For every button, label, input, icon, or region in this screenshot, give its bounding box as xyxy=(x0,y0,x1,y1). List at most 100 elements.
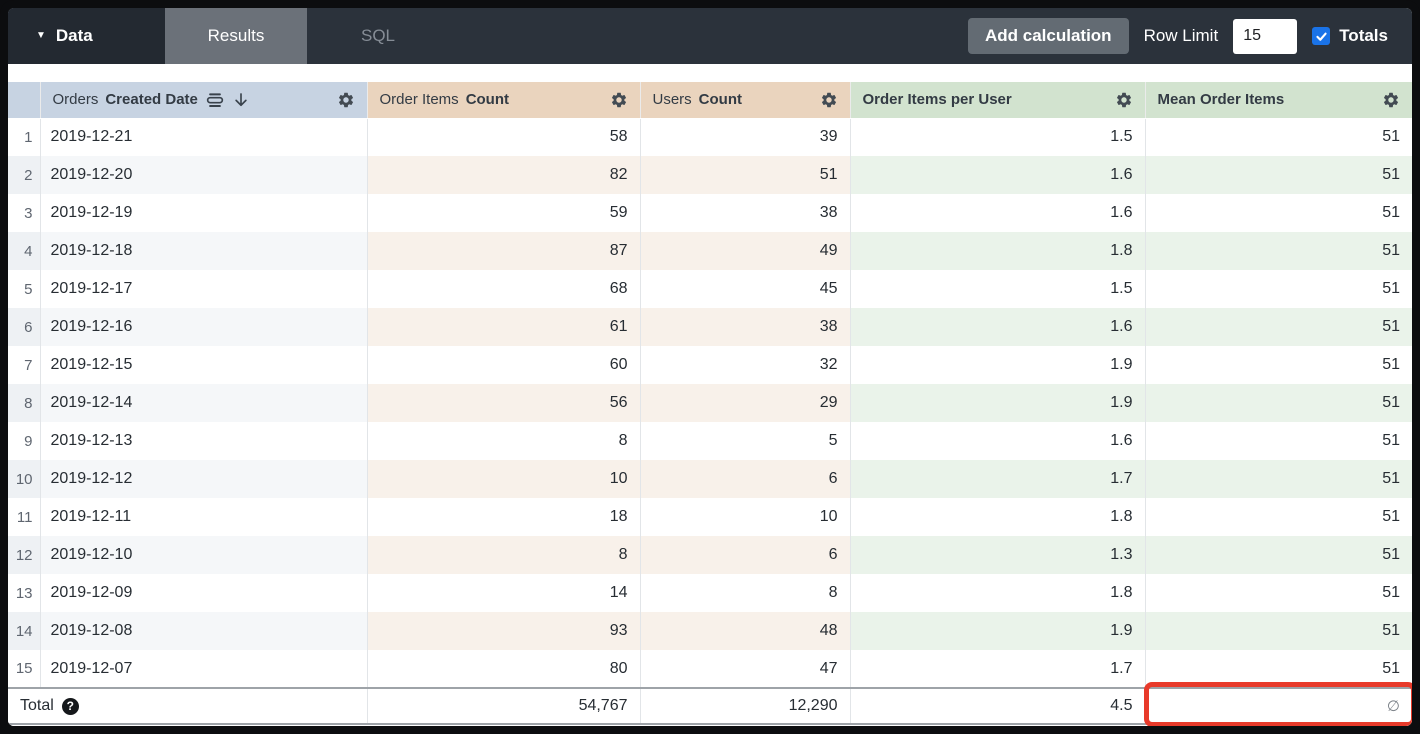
cell-order-items-per-user[interactable]: 1.8 xyxy=(850,574,1146,612)
cell-order-items-count[interactable]: 60 xyxy=(367,346,641,384)
cell-order-items-per-user[interactable]: 1.7 xyxy=(850,650,1146,688)
cell-users-count[interactable]: 6 xyxy=(640,460,851,498)
cell-users-count[interactable]: 38 xyxy=(640,308,851,346)
cell-users-count[interactable]: 10 xyxy=(640,498,851,536)
cell-orders-created-date[interactable]: 2019-12-16 xyxy=(40,308,368,346)
cell-users-count[interactable]: 32 xyxy=(640,346,851,384)
cell-order-items-per-user[interactable]: 1.6 xyxy=(850,308,1146,346)
gear-icon[interactable] xyxy=(1382,91,1400,109)
cell-order-items-per-user[interactable]: 1.6 xyxy=(850,194,1146,232)
cell-order-items-count[interactable]: 14 xyxy=(367,574,641,612)
cell-mean-order-items[interactable]: 51 xyxy=(1145,308,1412,346)
cell-order-items-per-user[interactable]: 1.5 xyxy=(850,270,1146,308)
total-order-items-per-user[interactable]: 4.5 xyxy=(850,687,1146,725)
total-order-items-count[interactable]: 54,767 xyxy=(367,687,641,725)
total-users-count[interactable]: 12,290 xyxy=(640,687,851,725)
cell-order-items-per-user[interactable]: 1.8 xyxy=(850,498,1146,536)
cell-orders-created-date[interactable]: 2019-12-15 xyxy=(40,346,368,384)
cell-mean-order-items[interactable]: 51 xyxy=(1382,280,1400,297)
cell-users-count[interactable]: 8 xyxy=(640,574,851,612)
cell-orders-created-date[interactable]: 2019-12-13 xyxy=(40,422,368,460)
cell-mean-order-items[interactable]: 51 xyxy=(1145,156,1412,194)
cell-users-count[interactable]: 51 xyxy=(640,156,851,194)
cell-orders-created-date[interactable]: 2019-12-11 xyxy=(40,498,368,536)
cell-mean-order-items[interactable]: 51 xyxy=(1145,384,1412,422)
cell-order-items-count[interactable]: 59 xyxy=(367,194,641,232)
cell-users-count[interactable]: 6 xyxy=(640,536,851,574)
cell-order-items-per-user[interactable]: 1.6 xyxy=(850,156,1146,194)
cell-users-count[interactable]: 5 xyxy=(640,422,851,460)
cell-orders-created-date[interactable]: 2019-12-21 xyxy=(40,118,368,156)
cell-mean-order-items[interactable]: 51 xyxy=(1382,584,1400,601)
column-label-bold: Count xyxy=(698,91,742,109)
column-header-order-items-count[interactable]: Order Items Count xyxy=(367,82,641,119)
table-row: 13 2019-12-09 14 8 1.8 51 xyxy=(8,574,1412,612)
total-mean-order-items[interactable]: ∅ xyxy=(1143,682,1412,726)
data-section-toggle[interactable]: ▼ Data xyxy=(8,8,165,64)
gear-icon[interactable] xyxy=(1115,91,1133,109)
column-header-mean-order-items[interactable]: Mean Order Items xyxy=(1145,82,1412,119)
cell-order-items-per-user[interactable]: 1.6 xyxy=(850,422,1146,460)
column-header-order-items-per-user[interactable]: Order Items per User xyxy=(850,82,1146,119)
table-row: 10 2019-12-12 10 6 1.7 51 xyxy=(8,460,1412,498)
cell-order-items-count[interactable]: 58 xyxy=(367,118,641,156)
cell-orders-created-date[interactable]: 2019-12-10 xyxy=(40,536,368,574)
cell-order-items-per-user[interactable]: 1.9 xyxy=(850,346,1146,384)
tab-sql[interactable]: SQL xyxy=(360,26,396,45)
cell-order-items-per-user[interactable]: 1.8 xyxy=(850,232,1146,270)
cell-order-items-count[interactable]: 56 xyxy=(367,384,641,422)
cell-orders-created-date[interactable]: 2019-12-09 xyxy=(40,574,368,612)
cell-orders-created-date[interactable]: 2019-12-20 xyxy=(40,156,368,194)
gear-icon[interactable] xyxy=(610,91,628,109)
cell-order-items-per-user[interactable]: 1.9 xyxy=(850,384,1146,422)
cell-mean-order-items[interactable]: 51 xyxy=(1145,612,1412,650)
cell-order-items-count[interactable]: 10 xyxy=(367,460,641,498)
cell-mean-order-items[interactable]: 51 xyxy=(1382,508,1400,525)
gear-icon[interactable] xyxy=(820,91,838,109)
cell-order-items-per-user[interactable]: 1.5 xyxy=(850,118,1146,156)
cell-users-count[interactable]: 29 xyxy=(640,384,851,422)
cell-orders-created-date[interactable]: 2019-12-17 xyxy=(40,270,368,308)
cell-order-items-count[interactable]: 8 xyxy=(367,422,641,460)
cell-order-items-count[interactable]: 87 xyxy=(367,232,641,270)
cell-mean-order-items[interactable]: 51 xyxy=(1382,204,1400,221)
cell-order-items-per-user[interactable]: 1.3 xyxy=(850,536,1146,574)
column-header-orders-created-date[interactable]: Orders Created Date xyxy=(40,82,368,119)
cell-mean-order-items[interactable]: 51 xyxy=(1145,536,1412,574)
tab-results[interactable]: Results xyxy=(165,8,307,64)
cell-users-count[interactable]: 47 xyxy=(640,650,851,688)
cell-orders-created-date[interactable]: 2019-12-19 xyxy=(40,194,368,232)
cell-order-items-count[interactable]: 82 xyxy=(367,156,641,194)
cell-order-items-count[interactable]: 61 xyxy=(367,308,641,346)
add-calculation-button[interactable]: Add calculation xyxy=(967,18,1129,54)
cell-order-items-per-user[interactable]: 1.9 xyxy=(850,612,1146,650)
cell-mean-order-items[interactable]: 51 xyxy=(1145,232,1412,270)
help-icon[interactable]: ? xyxy=(61,697,79,715)
cell-order-items-count[interactable]: 18 xyxy=(367,498,641,536)
cell-order-items-count[interactable]: 68 xyxy=(367,270,641,308)
cell-mean-order-items[interactable]: 51 xyxy=(1145,460,1412,498)
column-header-users-count[interactable]: Users Count xyxy=(640,82,851,119)
gear-icon[interactable] xyxy=(337,91,355,109)
cell-order-items-count[interactable]: 80 xyxy=(367,650,641,688)
row-limit-input[interactable] xyxy=(1233,18,1298,54)
cell-orders-created-date[interactable]: 2019-12-08 xyxy=(40,612,368,650)
cell-users-count[interactable]: 48 xyxy=(640,612,851,650)
cell-order-items-per-user[interactable]: 1.7 xyxy=(850,460,1146,498)
cell-mean-order-items[interactable]: 51 xyxy=(1382,659,1400,677)
cell-orders-created-date[interactable]: 2019-12-14 xyxy=(40,384,368,422)
cell-users-count[interactable]: 45 xyxy=(640,270,851,308)
cell-users-count[interactable]: 49 xyxy=(640,232,851,270)
cell-mean-order-items[interactable]: 51 xyxy=(1382,432,1400,449)
total-label: Total xyxy=(20,697,54,714)
cell-users-count[interactable]: 39 xyxy=(640,118,851,156)
cell-order-items-count[interactable]: 93 xyxy=(367,612,641,650)
cell-mean-order-items[interactable]: 51 xyxy=(1382,128,1400,146)
cell-orders-created-date[interactable]: 2019-12-07 xyxy=(40,650,368,688)
totals-checkbox[interactable] xyxy=(1312,27,1331,45)
cell-orders-created-date[interactable]: 2019-12-18 xyxy=(40,232,368,270)
cell-mean-order-items[interactable]: 51 xyxy=(1382,356,1400,373)
cell-users-count[interactable]: 38 xyxy=(640,194,851,232)
cell-orders-created-date[interactable]: 2019-12-12 xyxy=(40,460,368,498)
cell-order-items-count[interactable]: 8 xyxy=(367,536,641,574)
